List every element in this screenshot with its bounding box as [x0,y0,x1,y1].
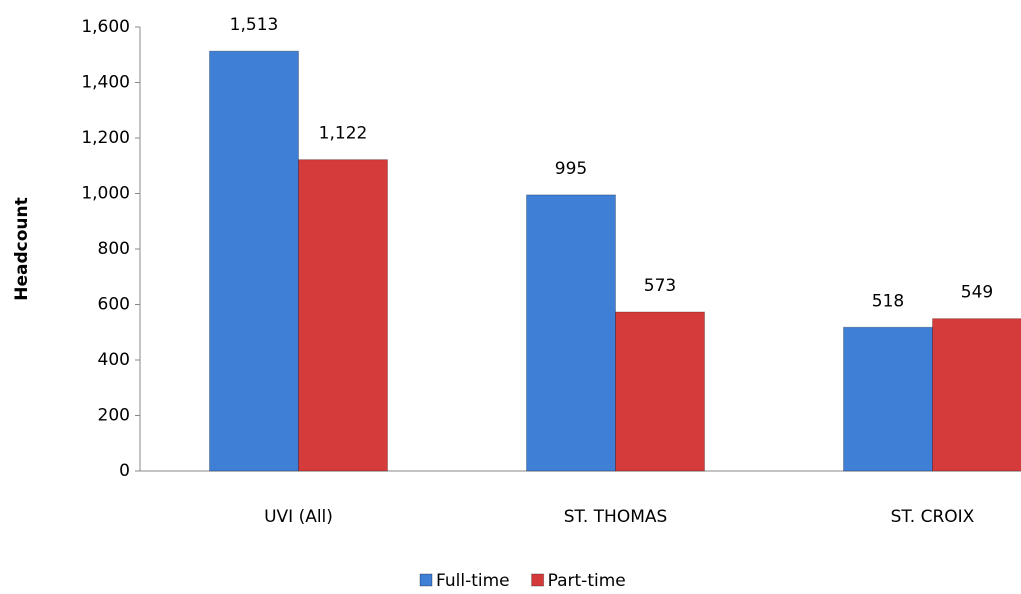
value-label: 1,122 [319,124,368,144]
y-axis-label: Headcount [12,197,32,301]
y-tick-label: 600 [98,295,130,315]
x-tick-label: ST. CROIX [891,507,975,527]
value-label: 549 [961,283,993,303]
value-label: 573 [644,276,676,296]
y-tick-label: 800 [98,239,130,259]
y-tick-label: 0 [119,461,130,481]
y-tick-label: 1,200 [81,128,130,148]
legend-swatch [531,573,545,587]
bar [526,194,616,472]
bar [932,318,1021,472]
y-tick-label: 1,000 [81,184,130,204]
legend-swatch [419,573,433,587]
x-tick-label: ST. THOMAS [564,507,668,527]
value-label: 518 [872,291,904,311]
bar [615,311,705,472]
y-tick-label: 400 [98,350,130,370]
bar [843,326,933,472]
legend-label: Part-time [548,571,626,591]
legend-label: Full-time [436,571,510,591]
value-label: 995 [555,159,587,179]
x-tick-label: UVI (All) [264,507,333,527]
value-label: 1,513 [230,15,279,35]
bar [298,159,388,472]
bar [209,50,299,472]
y-tick-label: 200 [98,406,130,426]
y-tick-label: 1,400 [81,73,130,93]
y-tick-label: 1,600 [81,17,130,37]
